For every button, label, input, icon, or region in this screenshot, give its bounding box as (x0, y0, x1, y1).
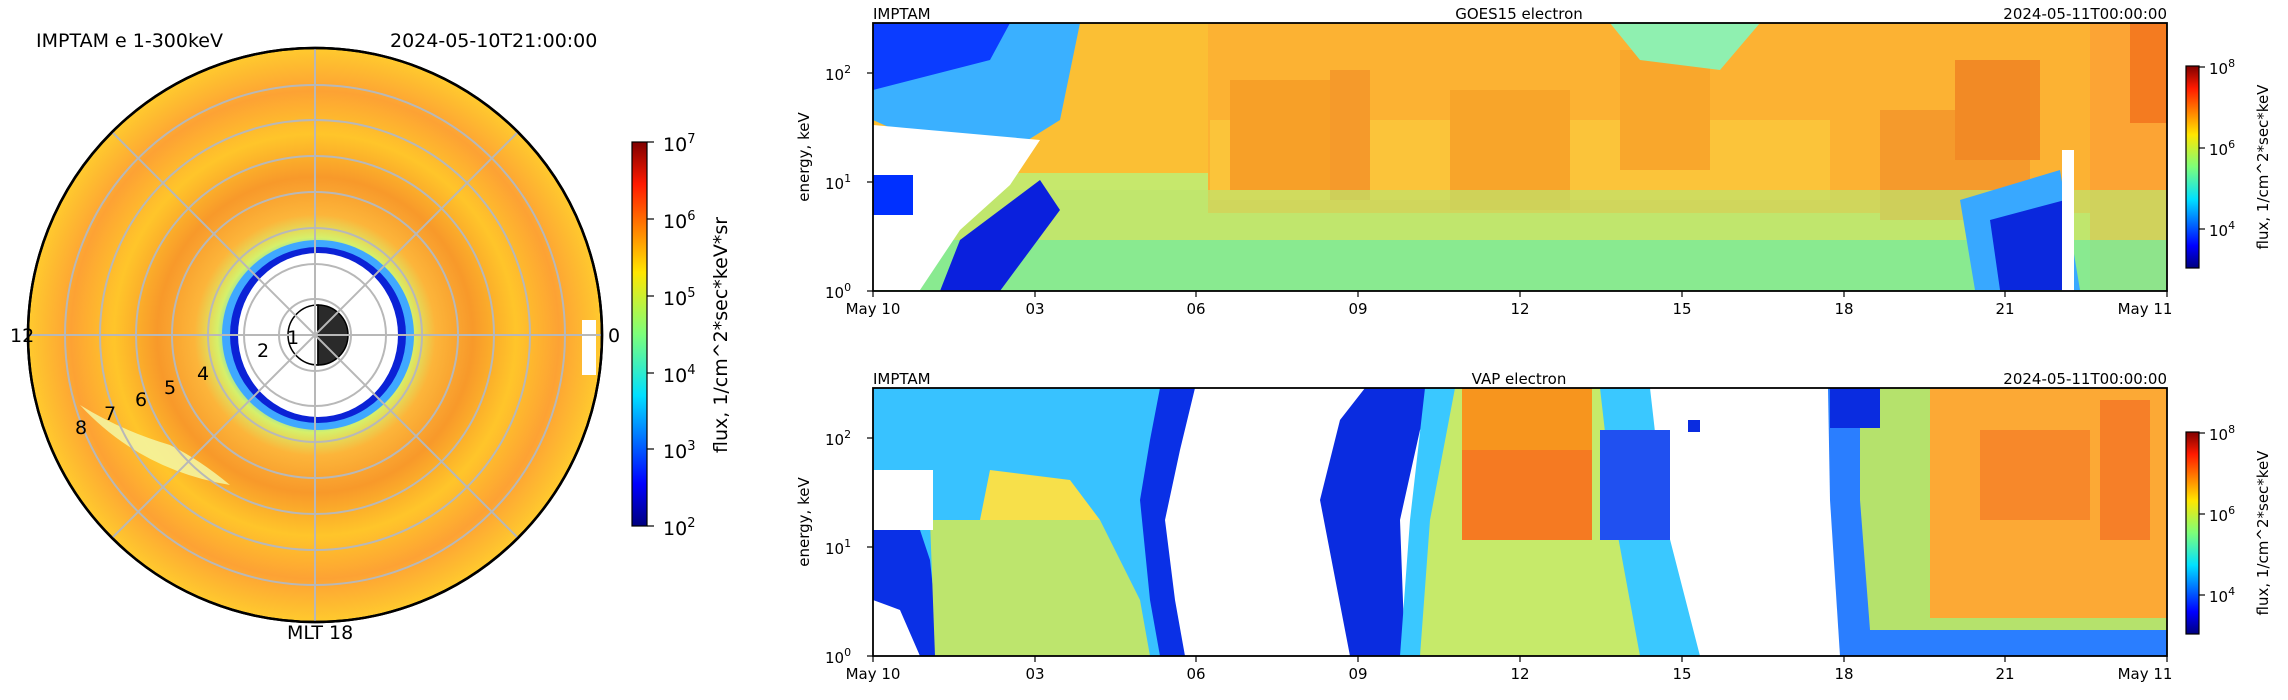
x-tick-label: 18 (1834, 665, 1853, 683)
vap-ylabel: energy, keV (795, 477, 813, 567)
goes-heatmap (873, 23, 2167, 291)
x-tick-label: 18 (1834, 300, 1853, 318)
goes-corner-left: IMPTAM (873, 5, 931, 23)
polar-panel: IMPTAM e 1-300keV 2024-05-10T21:00:00 (10, 30, 732, 644)
x-tick-label: May 10 (846, 300, 901, 318)
direction-label-left: 12 (10, 325, 34, 347)
vap-title: VAP electron (1472, 370, 1567, 388)
colorbar-tick-label: 102 (663, 516, 695, 540)
vap-colorbar (2185, 431, 2200, 635)
polar-colorbar-label: flux, 1/cm^2*sec*keV*sr (710, 217, 732, 453)
colorbar-tick-label: 106 (663, 209, 695, 233)
ring-label: 2 (257, 340, 269, 362)
polar-colorbar (631, 141, 648, 527)
colorbar-tick-label: 104 (2209, 585, 2235, 606)
goes-yticks (867, 72, 873, 292)
colorbar-tick-label: 103 (663, 439, 695, 463)
x-tick-label: 06 (1186, 300, 1205, 318)
goes-title: GOES15 electron (1455, 5, 1583, 23)
colorbar-tick-label: 107 (663, 132, 695, 156)
x-tick-label: 12 (1510, 300, 1529, 318)
polar-colorbar-ticks (647, 141, 654, 527)
x-tick-label: 09 (1348, 300, 1367, 318)
polar-grid (28, 48, 602, 622)
polar-edge-gap (582, 320, 596, 375)
goes-colorbar-label: flux, 1/cm^2*sec*keV (2254, 84, 2272, 250)
ring-label: 4 (197, 363, 209, 385)
vap-colorbar-label: flux, 1/cm^2*sec*keV (2254, 450, 2272, 616)
x-tick-label: May 11 (2118, 665, 2173, 683)
x-tick-label: May 11 (2118, 300, 2173, 318)
goes-xticks (872, 291, 2168, 297)
ring-label: 8 (75, 417, 87, 439)
ring-label: 7 (104, 403, 116, 425)
x-tick-label: 15 (1672, 665, 1691, 683)
x-tick-label: 06 (1186, 665, 1205, 683)
colorbar-tick-label: 105 (663, 286, 695, 310)
ring-label: 1 (287, 327, 299, 349)
colorbar-tick-label: 104 (663, 363, 695, 387)
y-tick-label: 100 (825, 281, 851, 302)
ring-label: 5 (164, 377, 176, 399)
x-tick-label: May 10 (846, 665, 901, 683)
goes-colorbar (2185, 65, 2200, 269)
y-tick-label: 101 (825, 172, 851, 193)
goes-corner-right: 2024-05-11T00:00:00 (2003, 5, 2167, 23)
colorbar-tick-label: 104 (2209, 219, 2235, 240)
x-tick-label: 21 (1995, 300, 2014, 318)
vap-corner-left: IMPTAM (873, 370, 931, 388)
goes-panel: IMPTAM GOES15 electron 2024-05-11T00:00:… (795, 5, 2272, 318)
ring-label: 6 (135, 389, 147, 411)
colorbar-tick-label: 108 (2209, 57, 2235, 78)
y-tick-label: 102 (825, 428, 851, 449)
direction-label-right: 0 (608, 325, 620, 347)
x-tick-label: 21 (1995, 665, 2014, 683)
goes-ylabel: energy, keV (795, 112, 813, 202)
vap-corner-right: 2024-05-11T00:00:00 (2003, 370, 2167, 388)
x-tick-label: 12 (1510, 665, 1529, 683)
polar-time: 2024-05-10T21:00:00 (390, 30, 597, 52)
x-tick-label: 03 (1025, 665, 1044, 683)
y-tick-label: 100 (825, 646, 851, 667)
vap-heatmap (873, 388, 2167, 656)
colorbar-tick-label: 108 (2209, 423, 2235, 444)
x-tick-label: 15 (1672, 300, 1691, 318)
colorbar-tick-label: 106 (2209, 504, 2235, 525)
y-tick-label: 102 (825, 63, 851, 84)
y-tick-label: 101 (825, 537, 851, 558)
x-tick-label: 09 (1348, 665, 1367, 683)
colorbar-tick-label: 106 (2209, 138, 2235, 159)
direction-label-bottom: MLT 18 (287, 622, 353, 644)
polar-title: IMPTAM e 1-300keV (36, 30, 223, 52)
vap-panel: IMPTAM VAP electron 2024-05-11T00:00:00 … (795, 370, 2272, 683)
x-tick-label: 03 (1025, 300, 1044, 318)
